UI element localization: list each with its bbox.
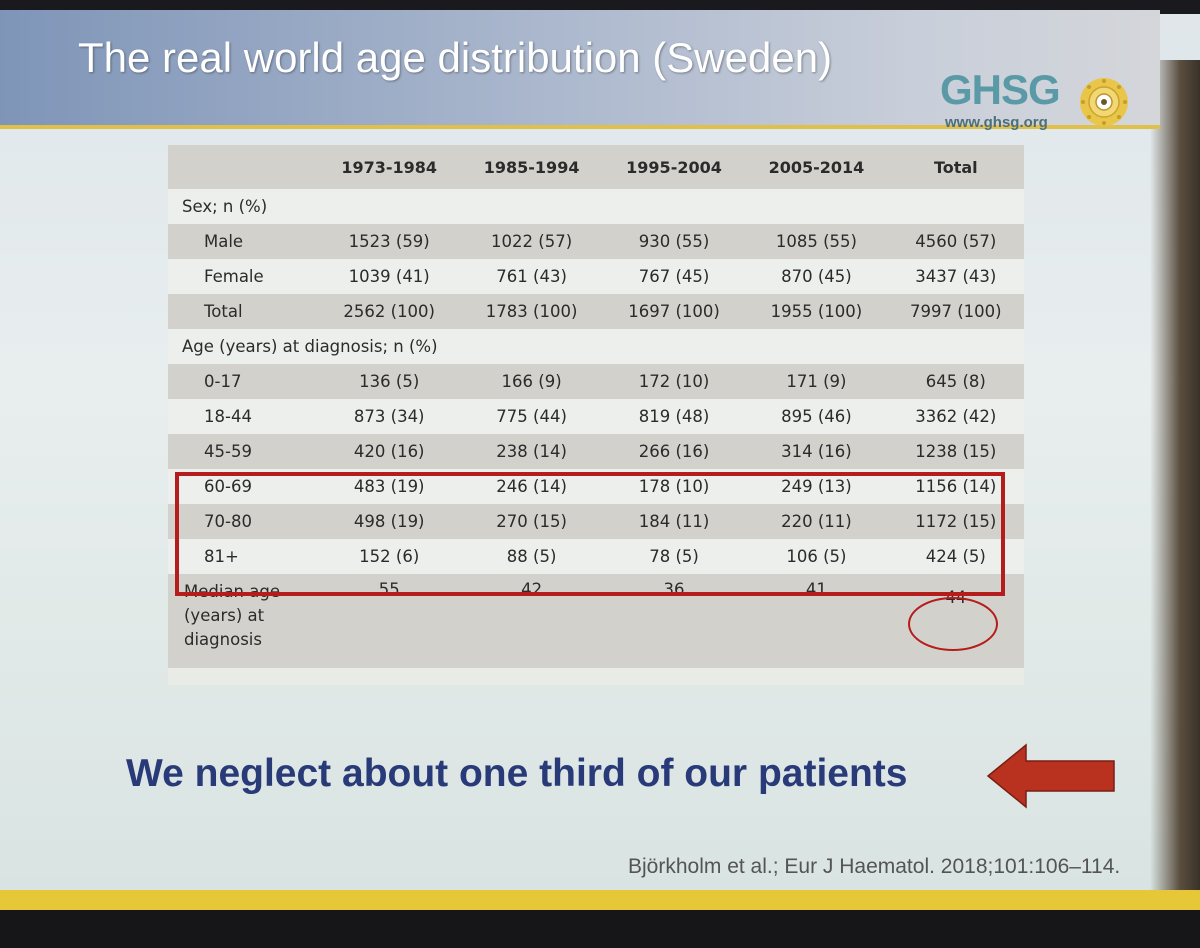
row-label: 81+ xyxy=(204,547,239,566)
cell: 88 (5) xyxy=(506,547,557,566)
table-row: 0-17 136 (5) 166 (9) 172 (10) 171 (9) 64… xyxy=(168,364,1024,399)
cell: 1697 (100) xyxy=(628,302,720,321)
cell: 645 (8) xyxy=(925,372,986,391)
section-label: Sex; n (%) xyxy=(182,197,268,216)
cell: 3362 (42) xyxy=(915,407,997,426)
column-header: Total xyxy=(933,157,978,177)
cell: 1039 (41) xyxy=(348,267,430,286)
row-label: 0-17 xyxy=(204,372,242,391)
cell: 3437 (43) xyxy=(915,267,997,286)
cell: 270 (15) xyxy=(496,512,567,531)
column-header: 2005-2014 xyxy=(768,157,865,177)
projector-bottom-edge xyxy=(0,910,1200,948)
row-label: Female xyxy=(204,267,264,286)
column-header: 1973-1984 xyxy=(341,157,438,177)
cell: 238 (14) xyxy=(496,442,567,461)
cell: 1238 (15) xyxy=(915,442,997,461)
cell: 930 (55) xyxy=(638,232,710,251)
table-row: 45-59 420 (16) 238 (14) 266 (16) 314 (16… xyxy=(168,434,1024,469)
logo-url: www.ghsg.org xyxy=(945,114,1048,131)
row-label: Male xyxy=(204,232,244,251)
table-row-highlighted: 60-69 483 (19) 246 (14) 178 (10) 249 (13… xyxy=(168,469,1024,504)
cell: 152 (6) xyxy=(359,547,420,566)
citation: Björkholm et al.; Eur J Haematol. 2018;1… xyxy=(628,855,1121,878)
cell: 4560 (57) xyxy=(915,232,997,251)
elderly-highlight-box xyxy=(175,472,1005,596)
section-row-age: Age (years) at diagnosis; n (%) xyxy=(168,329,1024,364)
cell: 420 (16) xyxy=(353,442,425,461)
footer-accent-bar xyxy=(0,890,1200,910)
cell: 895 (46) xyxy=(781,407,852,426)
cell: 7997 (100) xyxy=(910,302,1002,321)
cell: 1955 (100) xyxy=(770,302,863,321)
row-label: 70-80 xyxy=(204,512,252,531)
left-arrow-icon xyxy=(986,743,1115,809)
cell: 2562 (100) xyxy=(343,302,435,321)
table-row: Female 1039 (41) 761 (43) 767 (45) 870 (… xyxy=(168,259,1024,294)
cell: 172 (10) xyxy=(638,372,710,391)
cell: 266 (16) xyxy=(638,442,710,461)
median-label: Median age (years) at diagnosis xyxy=(184,582,280,649)
row-label: 18-44 xyxy=(204,407,252,426)
cell: 178 (10) xyxy=(638,477,710,496)
table-row: Total 2562 (100) 1783 (100) 1697 (100) 1… xyxy=(168,294,1024,329)
ghsg-sun-logo-icon xyxy=(1080,78,1128,126)
cell: 767 (45) xyxy=(638,267,710,286)
logo-name: GHSG xyxy=(940,66,1061,113)
cell: 819 (48) xyxy=(638,407,710,426)
projector-right-edge xyxy=(1150,60,1200,900)
row-label: Total xyxy=(204,302,243,321)
cell: 314 (16) xyxy=(781,442,852,461)
section-label: Age (years) at diagnosis; n (%) xyxy=(182,337,438,356)
median-age-row: Median age (years) at diagnosis 55 42 36… xyxy=(168,574,1024,668)
cell: 106 (5) xyxy=(786,547,847,566)
cell: 1523 (59) xyxy=(348,232,430,251)
cell: 166 (9) xyxy=(501,372,562,391)
table-row-highlighted: 70-80 498 (19) 270 (15) 184 (11) 220 (11… xyxy=(168,504,1024,539)
cell: 424 (5) xyxy=(925,547,986,566)
key-message: We neglect about one third of our patien… xyxy=(126,752,908,795)
cell: 1156 (14) xyxy=(915,477,997,496)
table-header-row: 1973-1984 1985-1994 1995-2004 2005-2014 … xyxy=(168,145,1024,189)
row-label: 45-59 xyxy=(204,442,252,461)
cell: 246 (14) xyxy=(496,477,567,496)
table-row-highlighted: 81+ 152 (6) 88 (5) 78 (5) 106 (5) 424 (5… xyxy=(168,539,1024,574)
table-row: Male 1523 (59) 1022 (57) 930 (55) 1085 (… xyxy=(168,224,1024,259)
slide-title: The real world age distribution (Sweden) xyxy=(78,34,833,81)
slide-header: The real world age distribution (Sweden)… xyxy=(0,10,1160,131)
age-distribution-table: 1973-1984 1985-1994 1995-2004 2005-2014 … xyxy=(168,145,1024,685)
cell: 870 (45) xyxy=(781,267,852,286)
cell: 483 (19) xyxy=(353,477,425,496)
cell: 1783 (100) xyxy=(485,302,578,321)
column-header: 1985-1994 xyxy=(483,157,580,177)
cell: 1085 (55) xyxy=(775,232,857,251)
cell: 136 (5) xyxy=(359,372,420,391)
row-label: 60-69 xyxy=(204,477,252,496)
total-median-circle xyxy=(908,597,998,651)
cell: 1172 (15) xyxy=(915,512,997,531)
cell: 184 (11) xyxy=(638,512,710,531)
section-row-sex: Sex; n (%) xyxy=(168,189,1024,224)
table-row: 18-44 873 (34) 775 (44) 819 (48) 895 (46… xyxy=(168,399,1024,434)
column-header: 1995-2004 xyxy=(626,157,722,177)
cell: 1022 (57) xyxy=(491,232,573,251)
cell: 775 (44) xyxy=(496,407,567,426)
cell: 249 (13) xyxy=(781,477,852,496)
cell: 761 (43) xyxy=(496,267,567,286)
cell: 498 (19) xyxy=(353,512,425,531)
cell: 171 (9) xyxy=(786,372,847,391)
cell: 78 (5) xyxy=(649,547,699,566)
cell: 220 (11) xyxy=(781,512,852,531)
header-blank xyxy=(168,145,318,189)
cell: 873 (34) xyxy=(353,407,425,426)
